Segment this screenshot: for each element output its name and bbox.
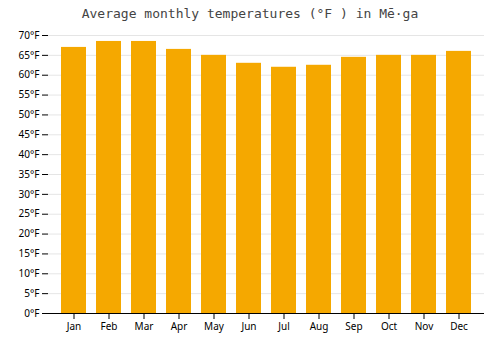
svg-text:20°F: 20°F (19, 226, 40, 240)
svg-text:May: May (204, 319, 225, 333)
svg-text:35°F: 35°F (19, 167, 40, 181)
svg-text:Sep: Sep (345, 319, 362, 333)
svg-text:40°F: 40°F (19, 147, 40, 161)
svg-text:Jun: Jun (240, 319, 256, 333)
svg-text:5°F: 5°F (24, 286, 39, 300)
svg-text:50°F: 50°F (19, 107, 40, 121)
svg-text:Feb: Feb (101, 319, 118, 333)
svg-text:Jul: Jul (277, 319, 290, 333)
svg-text:45°F: 45°F (19, 127, 40, 141)
svg-text:30°F: 30°F (19, 187, 40, 201)
svg-text:70°F: 70°F (19, 28, 40, 42)
svg-text:Jan: Jan (66, 319, 82, 333)
svg-text:Mar: Mar (135, 319, 154, 333)
svg-text:15°F: 15°F (19, 246, 40, 260)
svg-text:Nov: Nov (415, 319, 434, 333)
html-text:Average monthly temperatures (: Average monthly temperatures (°F ) in Mē… (81, 6, 419, 21)
svg-text:Apr: Apr (171, 319, 188, 333)
svg-text:60°F: 60°F (19, 67, 40, 81)
svg-text:Aug: Aug (310, 319, 329, 333)
svg-text:10°F: 10°F (19, 266, 40, 280)
svg-text:65°F: 65°F (19, 48, 40, 62)
svg-text:Oct: Oct (381, 319, 398, 333)
svg-text:55°F: 55°F (19, 87, 40, 101)
svg-text:25°F: 25°F (19, 206, 40, 220)
svg-text:Dec: Dec (450, 319, 468, 333)
svg-text:0°F: 0°F (24, 306, 39, 320)
